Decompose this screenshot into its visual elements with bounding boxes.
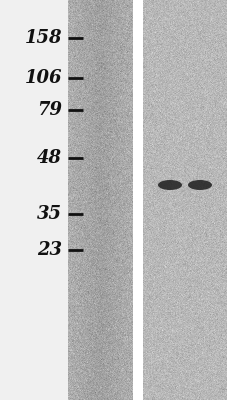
Text: 35: 35 (37, 205, 62, 223)
Text: 106: 106 (24, 69, 62, 87)
Text: 158: 158 (24, 29, 62, 47)
Text: 79: 79 (37, 101, 62, 119)
Bar (132, 0, 142, 400)
Text: 48: 48 (37, 149, 62, 167)
Ellipse shape (157, 180, 181, 190)
Text: 23: 23 (37, 241, 62, 259)
Ellipse shape (187, 180, 211, 190)
